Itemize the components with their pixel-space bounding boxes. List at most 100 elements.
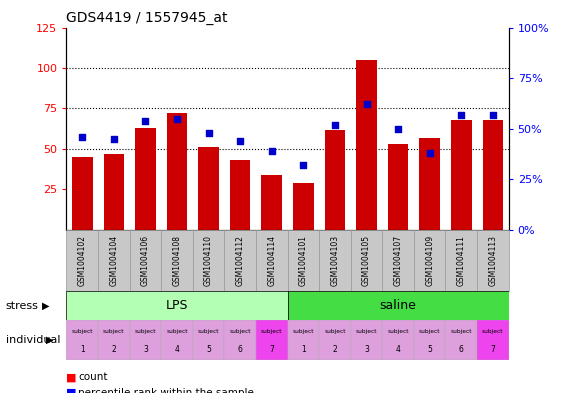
- Bar: [287, 320, 319, 360]
- Text: GSM1004111: GSM1004111: [457, 235, 466, 286]
- Bar: [477, 320, 509, 360]
- Bar: [414, 230, 446, 291]
- Bar: [261, 175, 282, 230]
- Text: GSM1004109: GSM1004109: [425, 235, 434, 286]
- Text: 7: 7: [269, 345, 274, 354]
- Text: subject: subject: [229, 329, 251, 334]
- Text: count: count: [78, 372, 108, 382]
- Bar: [224, 230, 256, 291]
- Point: [330, 121, 339, 128]
- Bar: [483, 120, 503, 230]
- Bar: [351, 230, 382, 291]
- Text: LPS: LPS: [166, 299, 188, 312]
- Bar: [287, 292, 509, 320]
- Bar: [98, 230, 129, 291]
- Bar: [382, 230, 414, 291]
- Text: saline: saline: [380, 299, 417, 312]
- Bar: [319, 320, 351, 360]
- Bar: [161, 230, 193, 291]
- Point: [77, 134, 87, 140]
- Bar: [66, 320, 98, 360]
- Bar: [161, 320, 193, 360]
- Text: subject: subject: [482, 329, 503, 334]
- Text: GSM1004110: GSM1004110: [204, 235, 213, 286]
- Text: GSM1004106: GSM1004106: [141, 235, 150, 286]
- Text: 5: 5: [206, 345, 211, 354]
- Bar: [388, 144, 409, 230]
- Bar: [129, 230, 161, 291]
- Bar: [477, 230, 509, 291]
- Bar: [319, 230, 351, 291]
- Text: GSM1004104: GSM1004104: [109, 235, 118, 286]
- Bar: [382, 320, 414, 360]
- Text: 4: 4: [175, 345, 179, 354]
- Text: GSM1004102: GSM1004102: [78, 235, 87, 286]
- Text: subject: subject: [324, 329, 346, 334]
- Bar: [256, 320, 287, 360]
- Point: [488, 111, 498, 118]
- Text: ▶: ▶: [42, 301, 49, 310]
- Text: 7: 7: [490, 345, 495, 354]
- Bar: [198, 147, 219, 230]
- Text: 4: 4: [396, 345, 401, 354]
- Text: subject: subject: [292, 329, 314, 334]
- Text: subject: subject: [261, 329, 283, 334]
- Bar: [287, 230, 319, 291]
- Bar: [293, 183, 314, 230]
- Text: subject: subject: [72, 329, 93, 334]
- Bar: [414, 320, 446, 360]
- Text: GSM1004114: GSM1004114: [267, 235, 276, 286]
- Text: subject: subject: [135, 329, 156, 334]
- Bar: [356, 60, 377, 230]
- Point: [425, 150, 434, 156]
- Text: subject: subject: [419, 329, 440, 334]
- Bar: [351, 320, 382, 360]
- Text: subject: subject: [356, 329, 377, 334]
- Bar: [135, 128, 155, 230]
- Bar: [446, 320, 477, 360]
- Text: GDS4419 / 1557945_at: GDS4419 / 1557945_at: [66, 11, 228, 25]
- Bar: [66, 230, 98, 291]
- Text: 5: 5: [427, 345, 432, 354]
- Point: [204, 130, 213, 136]
- Text: subject: subject: [387, 329, 409, 334]
- Text: individual: individual: [6, 335, 60, 345]
- Point: [394, 125, 403, 132]
- Text: 6: 6: [459, 345, 464, 354]
- Point: [362, 101, 371, 108]
- Text: GSM1004105: GSM1004105: [362, 235, 371, 286]
- Text: stress: stress: [6, 301, 39, 310]
- Text: GSM1004108: GSM1004108: [172, 235, 181, 286]
- Bar: [420, 138, 440, 230]
- Text: subject: subject: [103, 329, 125, 334]
- Text: 3: 3: [143, 345, 148, 354]
- Bar: [98, 320, 129, 360]
- Bar: [325, 130, 345, 230]
- Text: GSM1004113: GSM1004113: [488, 235, 497, 286]
- Text: ■: ■: [66, 388, 77, 393]
- Point: [172, 116, 181, 122]
- Text: GSM1004103: GSM1004103: [331, 235, 339, 286]
- Text: 1: 1: [80, 345, 84, 354]
- Text: subject: subject: [166, 329, 188, 334]
- Point: [236, 138, 245, 144]
- Bar: [193, 320, 224, 360]
- Bar: [256, 230, 287, 291]
- Bar: [224, 320, 256, 360]
- Text: 2: 2: [112, 345, 116, 354]
- Bar: [193, 230, 224, 291]
- Text: percentile rank within the sample: percentile rank within the sample: [78, 388, 254, 393]
- Text: 1: 1: [301, 345, 306, 354]
- Bar: [72, 157, 92, 230]
- Bar: [66, 292, 287, 320]
- Text: 6: 6: [238, 345, 243, 354]
- Bar: [103, 154, 124, 230]
- Text: ▶: ▶: [46, 335, 54, 345]
- Text: 3: 3: [364, 345, 369, 354]
- Point: [109, 136, 118, 142]
- Point: [141, 118, 150, 124]
- Text: GSM1004107: GSM1004107: [394, 235, 403, 286]
- Bar: [129, 320, 161, 360]
- Point: [299, 162, 308, 168]
- Text: subject: subject: [198, 329, 219, 334]
